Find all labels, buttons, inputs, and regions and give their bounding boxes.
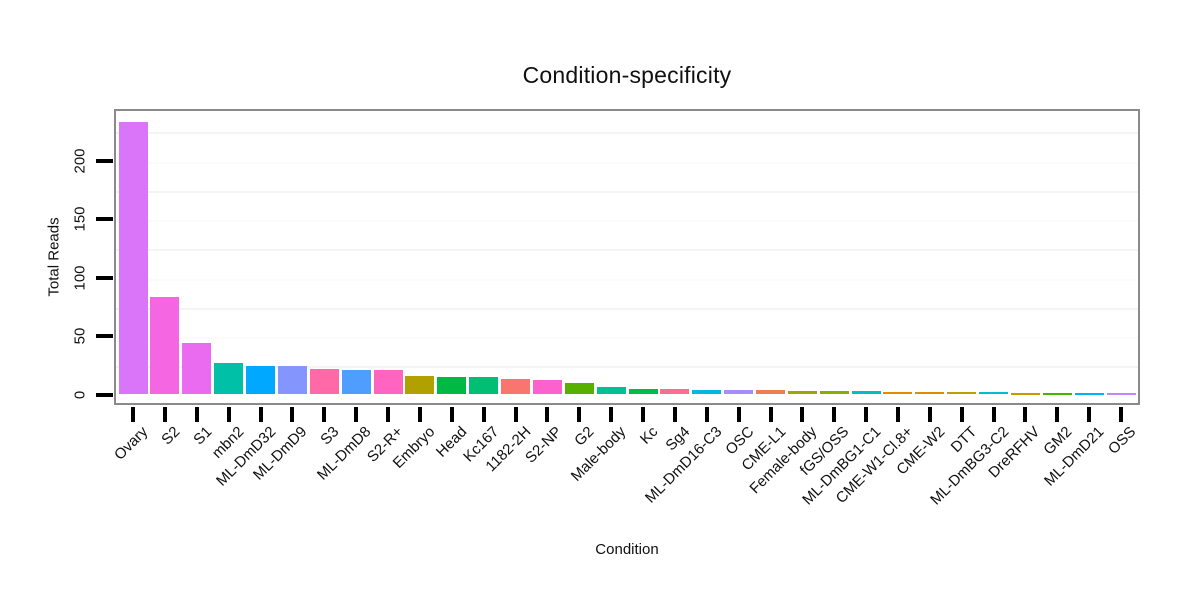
- plot-panel: [114, 109, 1140, 405]
- x-tick-mark: [864, 407, 869, 422]
- x-tick-mark: [991, 407, 996, 422]
- gridline-major: [116, 220, 1138, 222]
- gridline-minor: [116, 366, 1138, 369]
- x-tick-mark: [1023, 407, 1028, 422]
- bar-g2: [564, 382, 594, 395]
- y-tick-mark: [96, 334, 113, 338]
- y-tick-label: 50: [71, 327, 89, 345]
- bar-drerfhv: [1010, 392, 1040, 395]
- y-tick-mark: [96, 158, 113, 163]
- y-tick-mark: [96, 392, 113, 397]
- bar-cme-l1: [756, 389, 785, 395]
- x-tick-mark: [672, 407, 677, 422]
- gridline-major: [116, 278, 1138, 281]
- x-tick-mark: [959, 407, 964, 422]
- x-tick-mark: [481, 407, 486, 422]
- y-tick-label: 200: [71, 147, 89, 174]
- x-tick-mark: [513, 407, 518, 422]
- bar-male-body: [596, 387, 626, 395]
- y-tick-label: 150: [71, 206, 89, 232]
- x-tick-label: Ovary: [111, 423, 152, 464]
- x-tick-mark: [577, 407, 582, 422]
- x-tick-mark: [162, 407, 167, 422]
- bar-ml-dmd9: [277, 366, 307, 395]
- bar-embryo: [405, 375, 435, 395]
- x-tick-mark: [641, 407, 646, 422]
- gridline-minor: [116, 132, 1138, 135]
- bar-cme-w1-cl-8-: [883, 392, 913, 395]
- bar-kc: [628, 388, 658, 395]
- x-tick-mark: [800, 407, 805, 422]
- gridline-minor: [116, 307, 1138, 310]
- x-tick-mark: [768, 407, 773, 422]
- bar-ml-dmbg1-c1: [851, 390, 881, 395]
- x-tick-label: S2: [158, 423, 184, 449]
- x-tick-mark: [226, 407, 231, 422]
- x-tick-label: Kc: [636, 423, 662, 448]
- gridline-minor: [116, 249, 1138, 252]
- gridline-minor: [116, 190, 1138, 193]
- x-tick-mark: [895, 407, 900, 422]
- bar-gm2: [1042, 392, 1072, 395]
- x-tick-mark: [290, 407, 295, 422]
- bar-1182-2h: [501, 379, 531, 395]
- x-tick-mark: [736, 407, 741, 422]
- y-tick-label: 0: [71, 390, 89, 399]
- bar-oss: [1106, 392, 1136, 395]
- y-axis-title: Total Reads: [45, 217, 63, 297]
- bar-s2-np: [532, 380, 562, 395]
- x-tick-mark: [704, 407, 709, 422]
- x-tick-mark: [417, 407, 422, 422]
- x-tick-mark: [386, 407, 391, 422]
- bar-kc167: [469, 376, 499, 395]
- bar-cme-w2: [915, 392, 945, 395]
- x-tick-mark: [545, 407, 550, 422]
- x-tick-mark: [354, 407, 359, 422]
- bar-s2: [150, 297, 180, 395]
- x-tick-mark: [194, 407, 199, 422]
- bar-s1: [182, 343, 212, 395]
- bar-fgs-oss: [819, 390, 849, 395]
- bar-ml-dmd21: [1074, 392, 1104, 395]
- x-tick-mark: [927, 407, 932, 422]
- x-axis-title: Condition: [595, 541, 659, 558]
- x-tick-mark: [258, 407, 263, 422]
- x-tick-label: OSS: [1104, 423, 1140, 458]
- bar-osc: [724, 389, 754, 395]
- x-tick-mark: [449, 407, 454, 422]
- y-tick-label: 100: [71, 264, 89, 291]
- x-tick-label: S3: [317, 423, 343, 449]
- x-tick-mark: [322, 407, 327, 422]
- bar-female-body: [787, 390, 817, 395]
- bar-ml-dmd16-c3: [692, 389, 722, 395]
- x-tick-label: S1: [190, 423, 216, 449]
- y-tick-mark: [96, 217, 113, 221]
- gridline-major: [116, 337, 1138, 339]
- x-tick-mark: [131, 407, 136, 422]
- bar-head: [437, 376, 467, 395]
- gridline-major: [116, 161, 1138, 164]
- x-tick-mark: [609, 407, 614, 422]
- bar-sg4: [660, 388, 690, 395]
- bar-s3: [309, 368, 339, 395]
- x-tick-mark: [832, 407, 837, 422]
- x-tick-mark: [1055, 407, 1060, 422]
- x-tick-mark: [1119, 407, 1124, 422]
- bar-s2-r-: [373, 369, 403, 395]
- bar-ml-dmd32: [246, 366, 276, 395]
- y-tick-mark: [96, 275, 113, 280]
- bar-mbn2: [214, 362, 244, 395]
- x-tick-mark: [1087, 407, 1092, 422]
- x-tick-label: G2: [571, 423, 598, 450]
- chart-title: Condition-specificity: [522, 62, 732, 88]
- bar-ovary: [118, 121, 148, 395]
- bar-ml-dmbg3-c2: [979, 392, 1009, 395]
- bar-ml-dmd8: [341, 369, 371, 395]
- bar-dtt: [947, 392, 977, 395]
